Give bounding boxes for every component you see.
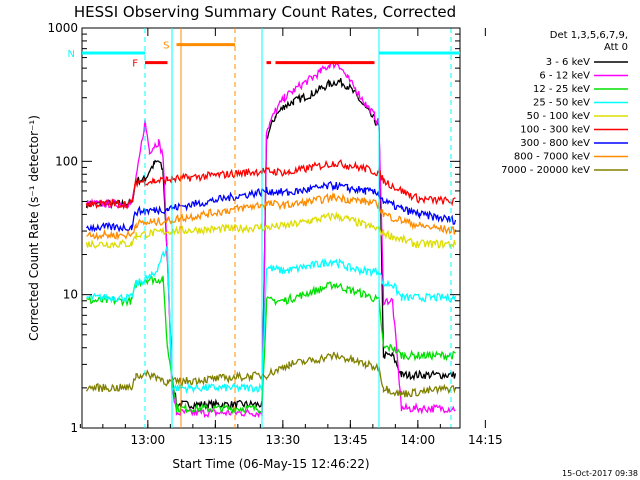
x-tick-label: 13:30 [266,433,301,447]
marker-layer: F N S [68,41,460,70]
series-line-7000-20000-kev [85,351,457,398]
legend-label-7000-20000-kev: 7000 - 20000 keV [501,165,590,176]
chart-title: HESSI Observing Summary Count Rates, Cor… [74,3,456,21]
legend-label-800-7000-kev: 800 - 7000 keV [514,152,590,163]
series-line-800-7000-kev [86,191,457,241]
series-line-12-25-kev [86,275,456,415]
plot-frame [81,27,461,429]
y-axis: 1 10 100 1000 [47,21,460,435]
y-tick-label: 10 [63,288,78,302]
x-tick-label: 14:15 [468,433,503,447]
legend-label-50-100-kev: 50 - 100 keV [527,111,591,122]
series-line-6-12-kev [85,60,456,419]
legend-header-attenuator: Att 0 [604,42,628,53]
legend-label-3-6-kev: 3 - 6 keV [546,57,590,68]
x-axis-label: Start Time (06-May-15 12:46:22) [172,457,369,471]
y-tick-label: 1 [70,421,78,435]
legend-entries: 3 - 6 keV 6 - 12 keV 12 - 25 keV 25 - 50 ke… [501,57,628,176]
legend-label-6-12-kev: 6 - 12 keV [539,71,590,82]
legend-label-12-25-kev: 12 - 25 keV [533,84,590,95]
x-axis: 13:00 13:15 13:30 13:45 14:00 14:15 [79,28,503,447]
series-line-50-100-kev [85,211,457,250]
legend-label-25-50-kev: 25 - 50 keV [533,98,590,109]
flag-label-s: S [163,41,169,52]
x-tick-label: 13:15 [198,433,233,447]
legend-header-detectors: Det 1,3,5,6,7,9, [550,30,628,41]
series-layer [85,60,457,419]
series-line-300-800-kev [85,181,457,233]
y-axis-label: Corrected Count Rate (s⁻¹ detector⁻¹) [27,115,41,341]
series-line-25-50-kev [86,245,457,395]
flag-label-n: N [68,49,75,60]
plot-area: F N S [68,27,461,429]
legend: Det 1,3,5,6,7,9, Att 0 3 - 6 keV 6 - 12 k… [501,30,628,176]
series-line-3-6-kev [85,77,457,411]
x-tick-label: 13:45 [333,433,368,447]
vertical-line-layer [144,28,452,428]
legend-label-100-300-kev: 100 - 300 keV [520,125,590,136]
y-tick-label: 1000 [47,21,78,35]
footer-timestamp: 15-Oct-2017 09:38 [562,469,638,478]
x-tick-label: 14:00 [401,433,436,447]
x-tick-label: 13:00 [131,433,166,447]
y-tick-label: 100 [55,154,78,168]
flag-label-f: F [132,59,138,70]
series-line-100-300-kev [85,158,456,210]
legend-label-300-800-kev: 300 - 800 keV [520,138,590,149]
